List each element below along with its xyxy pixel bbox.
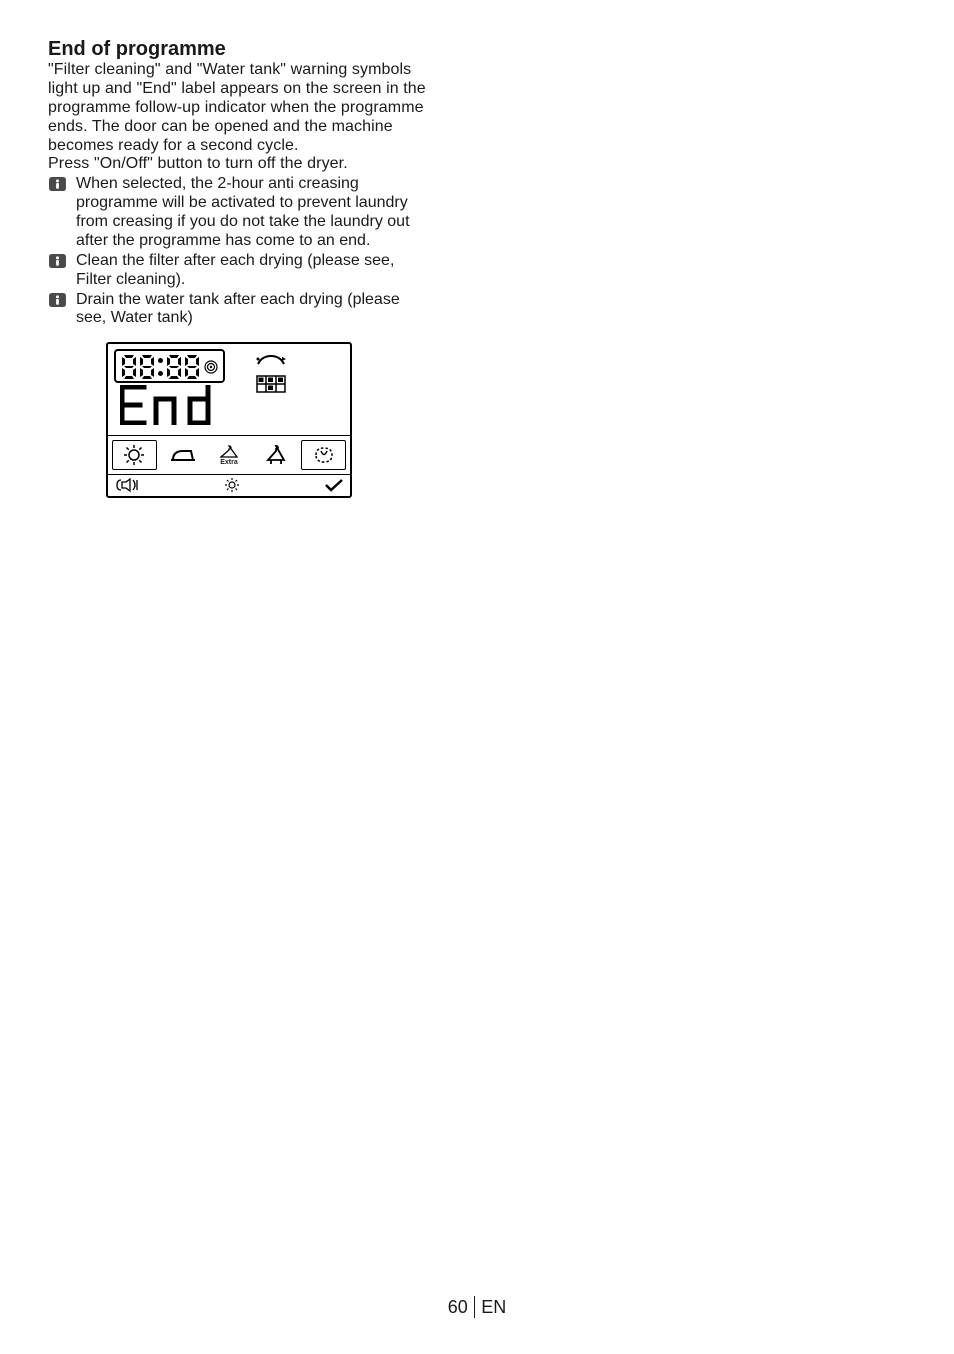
bullet-text: Drain the water tank after each drying (… — [76, 291, 400, 327]
info-bullet-item: When selected, the 2-hour anti creasing … — [48, 175, 432, 251]
lcd-digit — [121, 354, 137, 380]
section-heading: End of programme — [48, 38, 432, 61]
page-footer: 60 EN — [0, 1296, 954, 1318]
bullet-text: When selected, the 2-hour anti creasing … — [76, 175, 410, 249]
info-bullet-item: Clean the filter after each drying (plea… — [48, 252, 432, 290]
info-bullet-list: When selected, the 2-hour anti creasing … — [48, 175, 432, 328]
paragraph-2: Press "On/Off" button to turn off the dr… — [48, 155, 432, 174]
anticrease-icon — [312, 444, 336, 466]
sun-outline-icon — [123, 444, 145, 466]
info-icon — [48, 176, 67, 192]
info-bullet-item: Drain the water tank after each drying (… — [48, 291, 432, 329]
dryer-display-panel: Extra — [106, 342, 352, 498]
cupboard-icon — [265, 444, 287, 466]
lcd-area — [114, 349, 236, 431]
option-dryness-level — [112, 440, 157, 470]
paragraph-1: "Filter cleaning" and "Water tank" warni… — [48, 61, 432, 155]
option-cupboard-dry — [254, 440, 297, 470]
lcd-digits-block — [114, 349, 225, 383]
display-top-area — [108, 344, 350, 435]
page-content: End of programme "Filter cleaning" and "… — [0, 0, 480, 498]
filter-cleaning-icon — [254, 353, 288, 367]
extra-label-text: Extra — [220, 459, 238, 466]
display-bottom-row — [108, 474, 350, 496]
option-anticrease — [301, 440, 346, 470]
spiral-icon — [204, 360, 218, 374]
sun-small-icon — [224, 477, 240, 493]
hanger-icon — [219, 445, 239, 459]
option-iron — [161, 440, 204, 470]
lcd-colon — [157, 358, 164, 376]
lcd-digit — [184, 354, 200, 380]
page-language: EN — [481, 1297, 506, 1318]
info-icon — [48, 292, 67, 308]
page-number: 60 — [448, 1297, 468, 1318]
end-label — [114, 385, 236, 431]
checkmark-icon — [324, 478, 344, 492]
display-options-row: Extra — [108, 435, 350, 474]
footer-separator — [474, 1296, 476, 1318]
info-icon — [48, 253, 67, 269]
option-extra-dry: Extra — [208, 440, 251, 470]
buzzer-icon — [114, 478, 140, 492]
lcd-digit — [139, 354, 155, 380]
lcd-digit — [166, 354, 182, 380]
bullet-text: Clean the filter after each drying (plea… — [76, 252, 394, 288]
water-tank-icon — [256, 375, 286, 393]
iron-icon — [167, 446, 197, 464]
status-icons-column — [254, 349, 288, 431]
